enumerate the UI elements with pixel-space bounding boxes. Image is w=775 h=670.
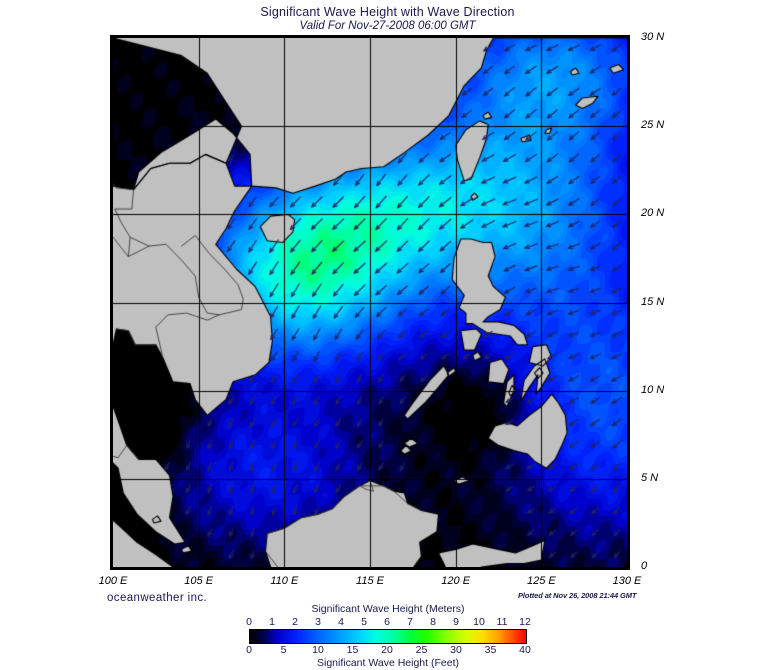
colorbar-tick-feet: 0 bbox=[246, 644, 252, 656]
colorbar-tick-feet: 15 bbox=[346, 644, 359, 656]
colorbar-tick-meters: 11 bbox=[496, 616, 508, 628]
colorbar-tick-meters: 8 bbox=[430, 616, 436, 628]
colorbar-tick-feet: 40 bbox=[519, 644, 531, 656]
colorbar-tick-feet: 20 bbox=[381, 644, 393, 656]
colorbar-tick-meters: 2 bbox=[292, 616, 298, 628]
map-plot-frame bbox=[110, 35, 630, 570]
colorbar-tick-feet: 5 bbox=[280, 644, 287, 656]
lat-tick-label: 5 N bbox=[641, 471, 659, 484]
colorbar-tick-meters: 4 bbox=[338, 616, 344, 628]
lat-tick-label: 20 N bbox=[641, 207, 665, 220]
lon-tick-label: 115 E bbox=[356, 575, 384, 587]
colorbar-tick-meters: 1 bbox=[269, 616, 275, 628]
colorbar-tick-feet: 35 bbox=[484, 644, 497, 656]
wave-height-field-canvas bbox=[113, 38, 627, 567]
colorbar-tick-meters: 5 bbox=[361, 616, 367, 628]
colorbar-tick-meters: 0 bbox=[246, 616, 252, 628]
lon-tick-label: 105 E bbox=[184, 575, 214, 587]
lon-tick-label: 120 E bbox=[441, 575, 471, 587]
lon-tick-label: 110 E bbox=[270, 575, 299, 587]
colorbar-tick-meters: 9 bbox=[453, 616, 459, 628]
lat-tick-label: 10 N bbox=[641, 383, 665, 396]
colorbar-ticks-meters: 0 1 2 3 4 5 6 7 8 9 10 11 12 bbox=[246, 616, 531, 629]
page-subtitle: Valid For Nov-27-2008 06:00 GMT bbox=[299, 20, 476, 32]
lat-tick-label: 15 N bbox=[641, 295, 665, 308]
lat-tick-label: 0 bbox=[641, 560, 648, 572]
lon-tick-label: 125 E bbox=[526, 575, 556, 587]
colorbar-tick-meters: 7 bbox=[407, 616, 413, 628]
colorbar-gradient bbox=[249, 629, 527, 644]
colorbar-tick-meters: 10 bbox=[473, 616, 485, 628]
colorbar-tick-meters: 12 bbox=[519, 616, 531, 628]
colorbar-tick-meters: 6 bbox=[384, 616, 390, 628]
lon-tick-label: 100 E bbox=[98, 575, 128, 587]
page-title: Significant Wave Height with Wave Direct… bbox=[260, 5, 515, 19]
map-viewport bbox=[113, 38, 627, 567]
colorbar-title-meters: Significant Wave Height (Meters) bbox=[311, 603, 465, 615]
colorbar-tick-feet: 25 bbox=[415, 644, 428, 656]
colorbar-ticks-feet: 0 5 10 15 20 25 30 35 40 bbox=[246, 644, 531, 657]
brand-label: oceanweather inc. bbox=[107, 592, 208, 604]
plotted-timestamp: Plotted at Nov 26, 2008 21:44 GMT bbox=[518, 591, 637, 600]
lat-tick-label: 30 N bbox=[641, 31, 665, 43]
colorbar-tick-feet: 30 bbox=[450, 644, 462, 656]
lon-tick-label: 130 E bbox=[612, 575, 642, 587]
colorbar-tick-feet: 10 bbox=[312, 644, 324, 656]
colorbar-title-feet: Significant Wave Height (Feet) bbox=[316, 657, 459, 669]
colorbar-tick-meters: 3 bbox=[315, 616, 321, 628]
lat-tick-label: 25 N bbox=[641, 119, 665, 132]
